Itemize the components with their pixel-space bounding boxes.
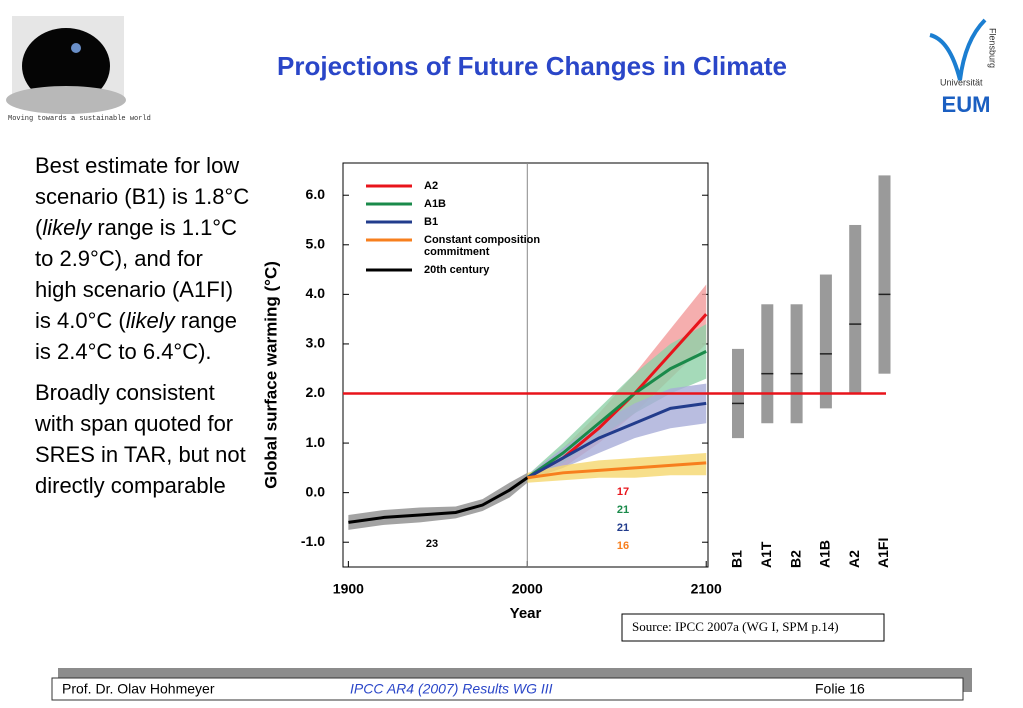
legend-label: A1B <box>424 198 446 210</box>
bullet: Best estimate for low scenario (B1) is 1… <box>35 150 250 367</box>
x-tick-label: 2100 <box>691 581 722 597</box>
annotation: 17 <box>617 486 629 498</box>
bullet-text: Best estimate for low scenario (B1) is 1… <box>35 153 250 240</box>
footer-box <box>51 677 964 701</box>
footer-page: Folie 16 <box>815 681 865 697</box>
x-tick-label: 1900 <box>333 581 364 597</box>
plot-frame <box>342 162 709 568</box>
range-label: A1FI <box>875 538 891 568</box>
legend-label: 20th century <box>424 264 490 276</box>
annotation: 23 <box>426 538 438 550</box>
series-line <box>348 476 529 524</box>
logo-earth <box>71 43 81 53</box>
footer-author: Prof. Dr. Olav Hohmeyer <box>62 681 215 697</box>
range-label: B1 <box>729 550 745 568</box>
x-axis-label: Year <box>510 605 542 622</box>
y-tick-label: -1.0 <box>301 533 325 549</box>
annotation: 21 <box>617 504 629 516</box>
range-bar <box>761 304 774 424</box>
uni-name: Universität <box>940 77 983 87</box>
annotation: 21 <box>617 522 629 534</box>
bullet-text: likely <box>42 215 92 240</box>
y-axis-label: Global surface warming (°C) <box>261 261 280 489</box>
source: Source: IPCC 2007a (WG I, SPM p.14) <box>632 619 839 634</box>
x-tick-label: 2000 <box>512 581 543 597</box>
series-line <box>526 401 707 480</box>
range-bar <box>790 304 803 424</box>
range-label: A2 <box>846 550 862 568</box>
range-label: A1B <box>817 540 833 568</box>
series-line <box>527 461 707 480</box>
bullet: Broadly consistent with span quoted for … <box>35 377 250 501</box>
logo-caption: Moving towards a sustainable world <box>8 115 151 123</box>
bullets: Best estimate for low scenario (B1) is 1… <box>35 150 250 511</box>
y-tick-label: 6.0 <box>306 186 326 202</box>
logo-space <box>22 28 110 104</box>
legend-label: A2 <box>424 180 438 192</box>
bullet-text: range is 2.4°C to 6.4°C). <box>35 308 238 364</box>
logo-moon <box>6 86 126 114</box>
bullet-text: Broadly consistent with span quoted for … <box>35 380 246 498</box>
range-bar <box>878 175 891 374</box>
y-tick-label: 3.0 <box>306 335 326 351</box>
range-bar <box>819 274 832 409</box>
legend-label: B1 <box>424 216 438 228</box>
uni-logo-mark <box>929 18 987 81</box>
legend-label: Constant composition commitment <box>424 234 543 258</box>
bullet-text: range is 1.1°C to 2.9°C), and for high s… <box>35 215 237 333</box>
y-tick-label: 0.0 <box>306 483 326 499</box>
slide-title: Projections of Future Changes in Climate <box>277 51 787 81</box>
series-line <box>526 350 707 480</box>
y-tick-label: 1.0 <box>306 434 326 450</box>
y-tick-label: 4.0 <box>306 285 326 301</box>
institute: EUM <box>942 92 991 117</box>
source-box <box>621 613 885 642</box>
uncertainty-band <box>348 472 528 530</box>
range-label: B2 <box>787 550 803 568</box>
y-tick-label: 2.0 <box>306 384 326 400</box>
range-bar <box>849 224 862 394</box>
bullet-text: likely <box>125 308 175 333</box>
footer-topic: IPCC AR4 (2007) Results WG III <box>350 681 553 697</box>
range-label: A1T <box>758 541 774 568</box>
y-tick-label: 5.0 <box>306 235 326 251</box>
annotation: 16 <box>617 540 629 552</box>
uni-city: Flensburg <box>988 28 998 68</box>
